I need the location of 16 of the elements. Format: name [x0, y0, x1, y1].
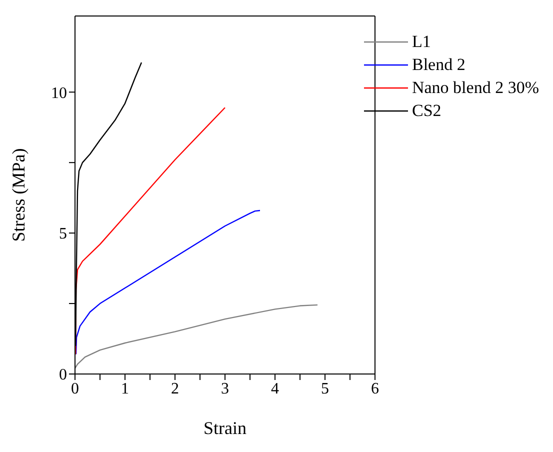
- y-tick-label: 10: [51, 84, 67, 102]
- x-tick-label: 5: [320, 380, 329, 398]
- y-tick-label: 5: [59, 226, 67, 243]
- y-tick-label: 0: [59, 366, 67, 384]
- legend-label: Blend 2: [412, 54, 466, 74]
- x-tick-label: 2: [170, 380, 179, 398]
- x-tick-label: 3: [220, 380, 229, 398]
- legend-label: Nano blend 2 30%: [412, 78, 539, 98]
- y-axis-title: Stress (MPa): [8, 148, 28, 242]
- x-axis-title: Strain: [203, 418, 246, 438]
- x-tick-label: 1: [120, 380, 129, 398]
- legend-label: CS2: [412, 100, 442, 120]
- x-tick-label: 6: [370, 380, 379, 398]
- legend-label: L1: [412, 32, 431, 52]
- x-tick-label: 0: [71, 380, 79, 398]
- x-tick-label: 4: [270, 380, 279, 398]
